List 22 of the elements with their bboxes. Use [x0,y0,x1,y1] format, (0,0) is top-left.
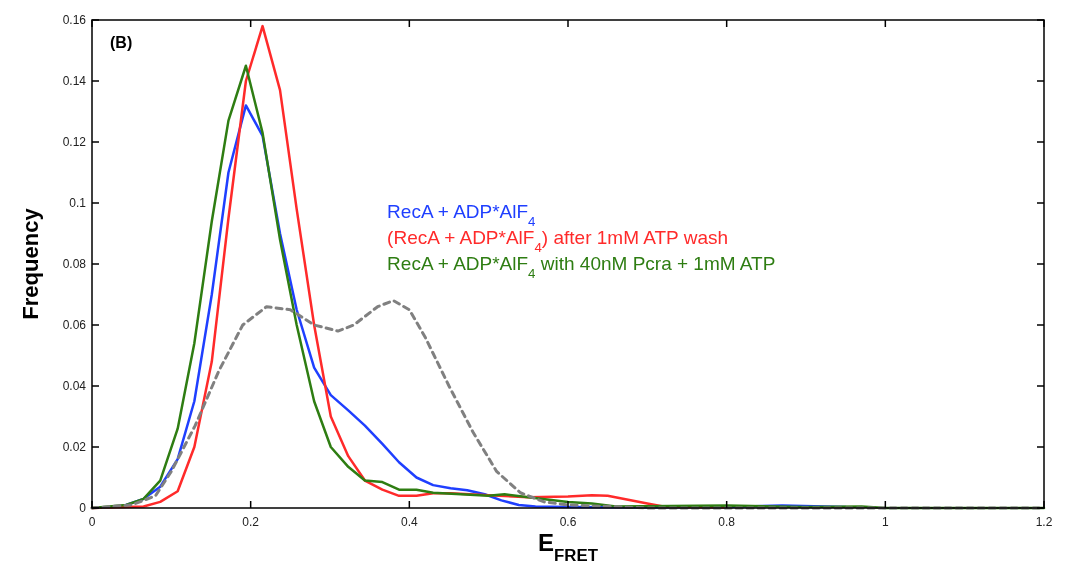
x-tick-label: 0.2 [242,515,260,529]
annotation: (B) [110,34,133,51]
x-axis-title: E$_{FRET}$ [538,529,599,565]
x-tick-label: 1.2 [1035,515,1053,529]
y-tick-label: 0.16 [62,13,87,27]
y-tick-label: 0.14 [62,74,87,88]
x-tick-label: 0.4 [400,515,418,529]
y-tick-label: 0.02 [62,440,87,454]
text: RecA + ADP*AlF$_{4}$ with 40nM Pcra + 1mM ATP [387,253,776,281]
y-tick-label: 0.06 [62,318,87,332]
x-tick-label: 1 [881,515,889,529]
y-tick-label: 0.04 [62,379,87,393]
x-tick-label: 0 [88,515,96,529]
text: RecA + ADP*AlF$_{4}$ [387,201,536,229]
y-tick-label: 0.08 [62,257,87,271]
x-tick-label: 0.6 [559,515,577,529]
text: (RecA + ADP*AlF$_{4}$) after 1mM ATP wash [387,227,729,255]
y-axis-title: Frequency [18,207,43,320]
y-tick-label: 0.12 [62,135,87,149]
y-tick-label: 0.1 [69,196,87,210]
y-tick-label: 0 [79,501,87,515]
x-tick-label: 0.8 [718,515,736,529]
